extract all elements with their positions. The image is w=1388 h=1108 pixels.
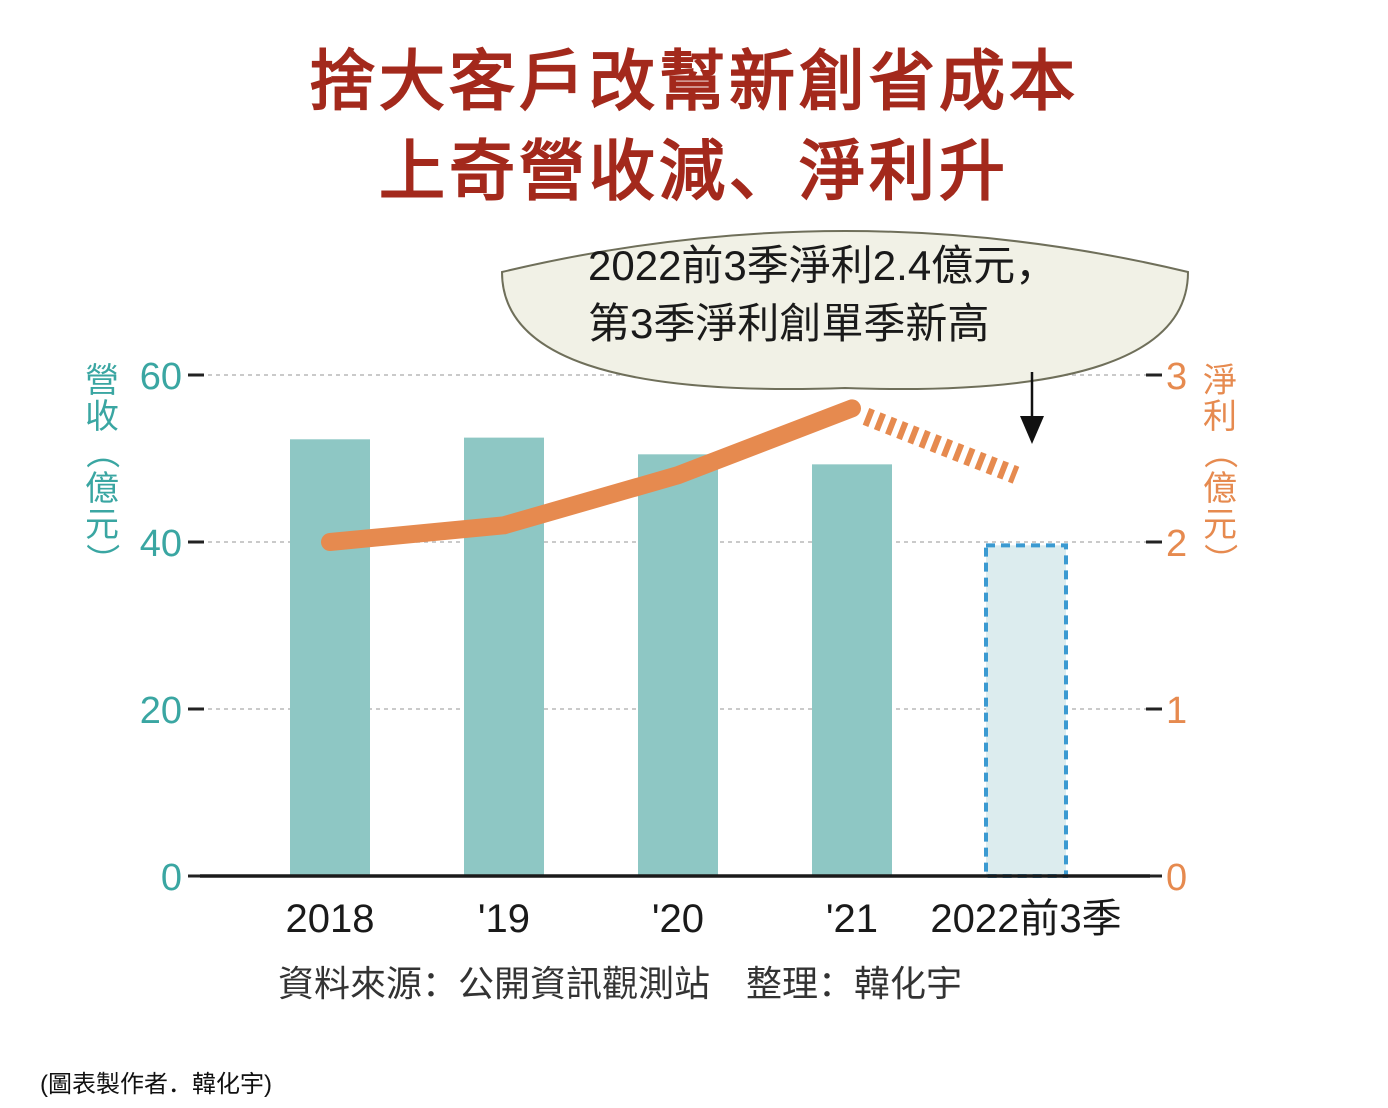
right-tick-label: 0 [1166, 857, 1187, 899]
callout-line2: 第3季淨利創單季新高 [588, 300, 989, 347]
revenue-bar [638, 454, 718, 876]
net-income-line-solid [321, 399, 861, 551]
axes: 0 020 140 260 3營收（億元）淨利（億元）2018'19'20'21 2022… [81, 356, 1239, 941]
x-tick-label: 2018 [286, 897, 375, 941]
chart: 0 020 140 260 3營收（億元）淨利（億元）2018'19'20'21 2022… [81, 230, 1239, 1005]
x-tick-label: '19 [478, 897, 530, 941]
axis-title-char: 淨 [1203, 361, 1237, 401]
x-tick-label: 2022前3季 [930, 897, 1121, 941]
axis-title-char: 元 [1203, 505, 1237, 545]
revenue-bar [812, 464, 892, 876]
revenue-bars [290, 437, 1068, 879]
left-tick-label: 40 [140, 523, 182, 565]
right-axis-title: 淨利（億元） [1199, 361, 1239, 577]
left-axis-title: 營收（億元） [81, 361, 121, 577]
axis-title-char: ） [81, 543, 121, 577]
callout-arrow-head [1020, 416, 1044, 444]
axis-title-char: 營 [85, 361, 119, 401]
revenue-bar [290, 439, 370, 876]
net-income-line-dashed [862, 408, 1020, 484]
left-tick-label: 60 [140, 356, 182, 398]
x-tick-label: '21 [826, 897, 878, 941]
axis-title-char: （ [1199, 435, 1239, 469]
right-tick-label: 3 [1166, 356, 1187, 398]
revenue-bar [464, 437, 544, 876]
axis-title-char: （ [81, 435, 121, 469]
right-tick-label: 2 [1166, 523, 1187, 565]
revenue-bar-estimate [984, 543, 1068, 879]
axis-title-char: 元 [85, 505, 119, 545]
x-tick-label: '20 [652, 897, 704, 941]
right-tick-label: 1 [1166, 690, 1187, 732]
axis-title-char: 利 [1203, 397, 1237, 437]
axis-title-char: 億 [1203, 469, 1237, 509]
left-tick-label: 20 [140, 690, 182, 732]
left-tick-label: 0 [161, 857, 182, 899]
axis-title-char: 收 [85, 397, 119, 437]
callout-line1: 2022前3季淨利2.4億元， [588, 242, 1057, 289]
net-income-line [321, 399, 1027, 551]
axis-title-char: 億 [85, 469, 119, 509]
chart-title-line1: 捨大客戶改幫新創省成本 [309, 42, 1079, 120]
callout-bubble [500, 230, 1190, 391]
axis-title-char: ） [1199, 543, 1239, 577]
chart-title-line2: 上奇營收減、淨利升 [379, 132, 1009, 210]
credit: (圖表製作者．韓化宇) [40, 1071, 272, 1098]
source-note: 資料來源：公開資訊觀測站 整理：韓化宇 [278, 964, 962, 1005]
